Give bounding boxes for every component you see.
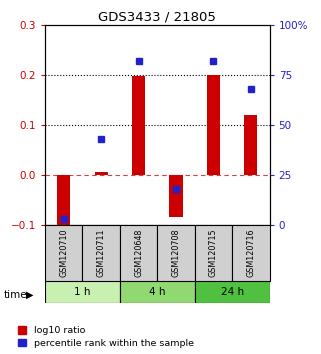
Bar bbox=[45, 225, 82, 281]
Text: GSM120711: GSM120711 bbox=[97, 229, 106, 278]
Bar bbox=[45, 281, 120, 303]
Bar bbox=[207, 75, 220, 175]
Bar bbox=[195, 225, 232, 281]
Legend: log10 ratio, percentile rank within the sample: log10 ratio, percentile rank within the … bbox=[18, 326, 194, 348]
Bar bbox=[132, 76, 145, 175]
Text: GSM120715: GSM120715 bbox=[209, 229, 218, 278]
Text: ▶: ▶ bbox=[26, 290, 34, 299]
Bar bbox=[157, 225, 195, 281]
Text: time: time bbox=[4, 290, 28, 299]
Bar bbox=[244, 115, 257, 175]
Bar bbox=[120, 225, 157, 281]
Bar bbox=[232, 225, 270, 281]
Text: GSM120716: GSM120716 bbox=[247, 229, 256, 278]
Bar bbox=[120, 281, 195, 303]
Bar bbox=[57, 175, 70, 230]
Text: 24 h: 24 h bbox=[221, 287, 244, 297]
Text: 1 h: 1 h bbox=[74, 287, 91, 297]
Bar bbox=[195, 281, 270, 303]
Bar bbox=[95, 172, 108, 175]
Bar bbox=[82, 225, 120, 281]
Title: GDS3433 / 21805: GDS3433 / 21805 bbox=[98, 11, 216, 24]
Text: GSM120708: GSM120708 bbox=[171, 229, 180, 278]
Text: GSM120710: GSM120710 bbox=[59, 229, 68, 278]
Bar bbox=[169, 175, 183, 217]
Text: GSM120648: GSM120648 bbox=[134, 229, 143, 277]
Text: 4 h: 4 h bbox=[149, 287, 166, 297]
